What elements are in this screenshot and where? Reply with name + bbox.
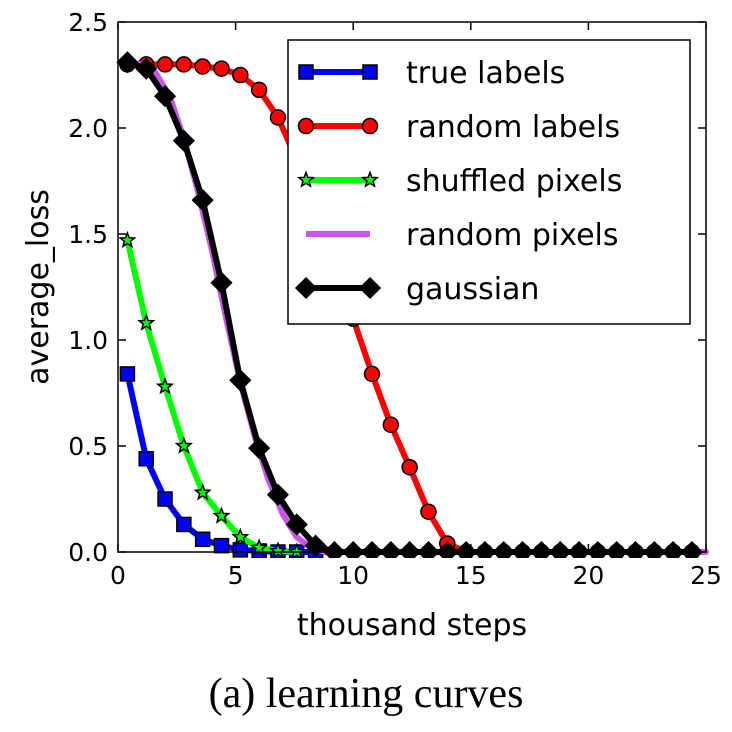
data-point-random-labels — [269, 109, 287, 126]
series-line-shuffled-pixels — [124, 237, 300, 555]
data-point-gaussian — [530, 540, 553, 558]
data-point-shuffled-pixels — [193, 483, 212, 501]
data-point-gaussian — [605, 540, 628, 558]
data-point-gaussian — [662, 540, 685, 558]
learning-curves-chart: 0 5 10 15 20 25 0.0 0.5 1.0 1.5 2.0 2.5 thousand st… — [21, 8, 722, 643]
data-point-random-labels — [401, 458, 418, 476]
data-point-shuffled-pixels — [212, 506, 231, 524]
data-point-random-labels — [250, 81, 268, 99]
legend-label-random-labels: random labels — [406, 110, 620, 145]
x-tick-label: 0 — [110, 561, 126, 590]
data-point-random-labels — [213, 60, 230, 77]
y-tick-label: 1.0 — [68, 326, 108, 355]
data-point-random-labels — [194, 58, 211, 75]
data-point-random-labels — [175, 56, 193, 73]
legend-marker-gaussian — [358, 276, 382, 300]
data-point-gaussian — [172, 129, 195, 152]
data-point-gaussian — [323, 540, 346, 558]
legend-marker-gaussian — [294, 276, 318, 300]
data-point-gaussian — [455, 540, 478, 558]
data-point-gaussian — [492, 540, 515, 558]
x-tick-label: 20 — [572, 561, 604, 590]
data-point-gaussian — [304, 534, 327, 557]
legend-marker-shuffled-pixels — [360, 170, 380, 188]
plot-frame — [117, 21, 707, 553]
data-point-gaussian — [266, 483, 289, 506]
data-point-random-labels — [232, 66, 249, 84]
data-point-random-labels — [420, 503, 437, 520]
legend-entry-random-pixels: random pixels — [306, 218, 619, 253]
data-point-true-labels — [194, 531, 211, 548]
x-axis-label: thousand steps — [297, 608, 527, 643]
x-tick-label: 25 — [690, 561, 722, 590]
data-point-gaussian — [586, 540, 609, 558]
legend-entry-shuffled-pixels: shuffled pixels — [296, 164, 622, 199]
data-point-shuffled-pixels — [155, 377, 175, 395]
legend-marker-random-labels — [361, 117, 379, 135]
legend-entry-random-labels: random labels — [297, 110, 620, 145]
data-point-gaussian — [379, 540, 402, 558]
data-point-random-labels — [363, 365, 381, 383]
y-axis-label: average_loss — [21, 189, 56, 385]
data-point-gaussian — [643, 540, 666, 558]
series-shuffled-pixels — [118, 230, 306, 558]
data-point-true-labels — [157, 491, 173, 507]
data-point-true-labels — [213, 537, 230, 554]
data-point-shuffled-pixels — [268, 541, 288, 558]
y-tick-label: 0.5 — [68, 432, 108, 461]
data-point-gaussian — [135, 57, 158, 80]
legend-marker-shuffled-pixels — [296, 170, 316, 188]
data-point-gaussian — [191, 189, 214, 212]
data-point-gaussian — [398, 540, 421, 558]
data-point-shuffled-pixels — [231, 527, 250, 545]
data-point-gaussian — [229, 369, 252, 392]
legend-entry-true-labels: true labels — [298, 56, 565, 91]
legend-label-shuffled-pixels: shuffled pixels — [406, 164, 622, 199]
data-point-true-labels — [232, 542, 249, 558]
data-point-gaussian — [153, 85, 177, 108]
data-point-shuffled-pixels — [118, 230, 137, 249]
legend-label-true-labels: true labels — [406, 56, 565, 91]
data-point-gaussian — [285, 513, 308, 536]
legend: true labels random labels shuffled pixels r… — [287, 39, 691, 325]
legend-label-random-pixels: random pixels — [406, 218, 619, 253]
data-point-gaussian — [210, 271, 233, 294]
y-tick-label: 0.0 — [68, 538, 108, 567]
axis-ticks: 0 5 10 15 20 25 0.0 0.5 1.0 1.5 2.0 2.5 — [68, 8, 722, 590]
data-point-random-labels — [156, 56, 174, 73]
legend-marker-true-labels — [298, 64, 314, 80]
data-point-true-labels — [138, 450, 154, 467]
x-tick-label: 10 — [337, 561, 369, 590]
y-tick-label: 2.0 — [68, 114, 108, 143]
data-point-true-labels — [119, 366, 136, 382]
data-point-gaussian — [360, 540, 384, 558]
data-point-gaussian — [116, 51, 139, 74]
data-point-shuffled-pixels — [174, 436, 193, 454]
data-point-gaussian — [436, 540, 459, 558]
data-point-gaussian — [417, 540, 440, 558]
legend-marker-true-labels — [362, 64, 378, 80]
data-point-shuffled-pixels — [249, 538, 269, 556]
x-tick-label: 5 — [228, 561, 244, 590]
data-point-gaussian — [511, 540, 534, 558]
data-point-true-labels — [176, 516, 192, 533]
data-point-gaussian — [624, 540, 647, 558]
data-point-gaussian — [549, 540, 572, 558]
data-point-gaussian — [567, 540, 591, 558]
data-point-gaussian — [248, 437, 271, 460]
y-tick-label: 1.5 — [68, 220, 108, 249]
x-tick-label: 15 — [455, 561, 487, 590]
figure-caption: (a) learning curves — [208, 671, 524, 717]
data-point-shuffled-pixels — [137, 313, 156, 331]
data-point-gaussian — [680, 540, 703, 558]
legend-entry-gaussian: gaussian — [294, 272, 539, 307]
data-point-random-labels — [382, 416, 400, 434]
legend-marker-random-labels — [297, 117, 315, 135]
legend-label-gaussian: gaussian — [406, 272, 539, 307]
y-tick-label: 2.5 — [68, 8, 108, 37]
data-point-gaussian — [473, 540, 496, 558]
